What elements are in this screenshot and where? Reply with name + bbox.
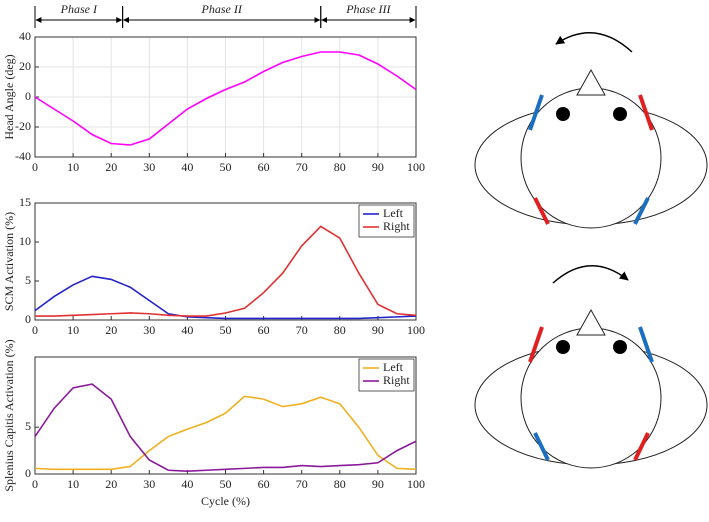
x-tick-label: 50 [220, 323, 232, 337]
y-tick-label: 5 [25, 273, 31, 287]
x-tick-label: 90 [372, 160, 384, 174]
x-tick-label: 70 [296, 477, 308, 491]
x-tick-label: 30 [143, 160, 155, 174]
x-tick-label: 0 [32, 323, 38, 337]
y-tick-label: 0 [25, 89, 31, 103]
legend-box [358, 358, 415, 392]
x-tick-label: 70 [296, 323, 308, 337]
head-diagram-left-turn [474, 32, 708, 229]
y-tick-label: 5 [25, 419, 31, 433]
x-tick-label: 80 [334, 477, 346, 491]
y-tick-label: 10 [19, 234, 31, 248]
legend-label: Left [383, 360, 404, 374]
x-axis-label: Cycle (%) [201, 494, 250, 508]
phase-label: Phase I [60, 2, 98, 16]
phase-label: Phase III [345, 2, 391, 16]
x-tick-label: 60 [258, 160, 270, 174]
legend-label: Right [383, 219, 410, 233]
y-tick-label: 0 [25, 312, 31, 326]
x-tick-label: 100 [407, 160, 425, 174]
x-tick-label: 0 [32, 477, 38, 491]
x-tick-label: 10 [67, 160, 79, 174]
y-tick-label: -40 [15, 149, 31, 163]
x-tick-label: 40 [181, 323, 193, 337]
x-tick-label: 20 [105, 323, 117, 337]
y-axis-label: SCM Activation (%) [2, 212, 16, 311]
data-line [34, 383, 417, 472]
plot-frame [34, 202, 417, 321]
x-tick-label: 100 [407, 477, 425, 491]
y-tick-label: 0 [25, 466, 31, 480]
y-axis-label: Head Angle (deg) [2, 54, 16, 139]
x-tick-label: 90 [372, 323, 384, 337]
x-tick-label: 10 [67, 477, 79, 491]
x-tick-label: 50 [220, 477, 232, 491]
x-tick-label: 50 [220, 160, 232, 174]
x-tick-label: 20 [105, 477, 117, 491]
phase-label: Phase II [201, 2, 243, 16]
x-tick-label: 40 [181, 160, 193, 174]
x-tick-label: 70 [296, 160, 308, 174]
x-tick-label: 80 [334, 323, 346, 337]
x-tick-label: 0 [32, 160, 38, 174]
plot-frame [34, 356, 417, 475]
y-tick-label: 15 [19, 195, 31, 209]
x-tick-label: 40 [181, 477, 193, 491]
legend-box [358, 204, 415, 238]
data-line [35, 225, 417, 317]
legend-label: Right [383, 373, 410, 387]
x-tick-label: 10 [67, 323, 79, 337]
y-tick-label: -20 [15, 119, 31, 133]
y-tick-label: 20 [19, 59, 31, 73]
legend-label: Left [383, 206, 404, 220]
data-line [34, 395, 417, 471]
y-tick-label: 40 [19, 29, 31, 43]
x-tick-label: 80 [334, 160, 346, 174]
head-diagram-right-turn [474, 265, 708, 469]
x-tick-label: 60 [258, 323, 270, 337]
x-tick-label: 60 [258, 477, 270, 491]
x-tick-label: 30 [143, 323, 155, 337]
y-axis-label: Splenius Capitis Activation (%) [2, 339, 16, 491]
x-tick-label: 90 [372, 477, 384, 491]
data-line [34, 51, 417, 146]
x-tick-label: 100 [407, 323, 425, 337]
x-tick-label: 20 [105, 160, 117, 174]
x-tick-label: 30 [143, 477, 155, 491]
data-line [34, 275, 417, 320]
